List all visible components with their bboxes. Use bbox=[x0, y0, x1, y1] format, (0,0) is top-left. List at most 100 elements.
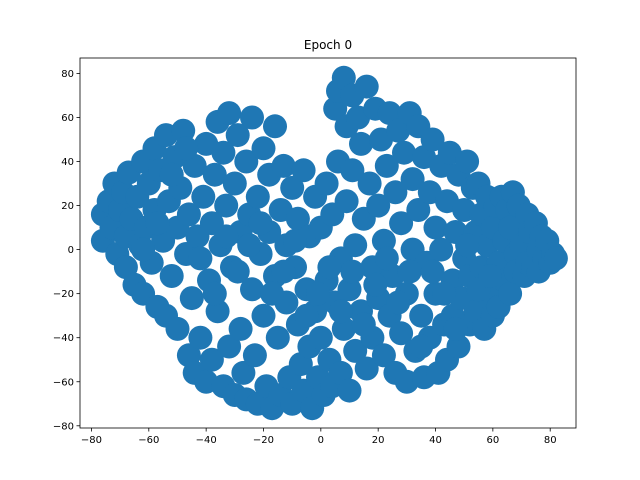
y-tick-label: 40 bbox=[61, 157, 74, 168]
scatter-point bbox=[202, 162, 227, 187]
scatter-point bbox=[171, 118, 196, 143]
scatter-point bbox=[205, 299, 230, 324]
scatter-point bbox=[349, 131, 373, 156]
scatter-point bbox=[174, 136, 199, 161]
scatter-point bbox=[420, 259, 445, 284]
scatter-point bbox=[409, 303, 434, 328]
scatter-point bbox=[228, 316, 253, 341]
scatter-point bbox=[188, 325, 213, 350]
y-tick-label: 0 bbox=[68, 245, 74, 256]
scatter-point bbox=[498, 215, 523, 240]
scatter-point bbox=[337, 277, 362, 302]
scatter-point bbox=[176, 202, 201, 227]
scatter-point bbox=[478, 264, 502, 288]
scatter-point bbox=[371, 343, 396, 368]
plot-frame bbox=[79, 57, 577, 429]
scatter-point bbox=[271, 259, 296, 284]
scatter-point bbox=[271, 153, 296, 178]
scatter-point bbox=[406, 198, 431, 222]
scatter-point bbox=[334, 189, 359, 214]
scatter-point bbox=[248, 211, 273, 236]
scatter-point bbox=[455, 149, 480, 174]
scatter-point bbox=[283, 228, 307, 253]
y-tick-label: 80 bbox=[61, 69, 74, 80]
scatter-point bbox=[340, 158, 365, 183]
scatter-point bbox=[363, 272, 388, 297]
x-tick-label: −60 bbox=[138, 435, 159, 446]
scatter-point bbox=[429, 237, 454, 262]
scatter-point bbox=[231, 360, 256, 385]
y-tick-label: −40 bbox=[53, 333, 74, 344]
scatter-point bbox=[354, 356, 379, 381]
x-tick-label: 0 bbox=[318, 435, 324, 446]
scatter-point bbox=[543, 246, 568, 271]
scatter-point bbox=[351, 312, 376, 337]
scatter-point bbox=[455, 233, 480, 258]
scatter-point bbox=[214, 224, 239, 249]
scatter-point bbox=[199, 347, 224, 372]
scatter-point bbox=[308, 325, 333, 350]
scatter-point bbox=[217, 101, 242, 126]
scatter-point bbox=[202, 281, 227, 306]
scatter-point bbox=[240, 277, 264, 302]
scatter-point bbox=[392, 140, 416, 165]
scatter-point bbox=[263, 114, 287, 139]
x-tick-label: −20 bbox=[253, 435, 274, 446]
scatter-point bbox=[294, 303, 319, 328]
x-tick-label: 60 bbox=[486, 435, 499, 446]
scatter-point bbox=[443, 316, 468, 341]
scatter-point bbox=[331, 316, 356, 341]
scatter-point bbox=[242, 343, 267, 368]
y-tick-label: −80 bbox=[53, 421, 74, 432]
scatter-point bbox=[323, 96, 348, 121]
y-tick-label: −60 bbox=[53, 377, 74, 388]
scatter-point bbox=[386, 118, 411, 143]
y-axis: −80 −60 −40 −20 0 20 40 60 80 bbox=[53, 69, 80, 432]
scatter-point bbox=[446, 334, 471, 359]
scatter-point bbox=[222, 171, 247, 196]
scatter-point bbox=[357, 171, 382, 196]
scatter-point bbox=[383, 180, 408, 205]
scatter-point bbox=[211, 140, 236, 165]
scatter-point bbox=[237, 233, 262, 258]
x-tick-label: −40 bbox=[196, 435, 217, 446]
x-tick-label: −80 bbox=[81, 435, 102, 446]
scatter-point bbox=[317, 255, 342, 280]
scatter-point bbox=[374, 153, 399, 178]
x-tick-label: 20 bbox=[372, 435, 385, 446]
scatter-point bbox=[420, 127, 445, 152]
scatter-point bbox=[432, 281, 457, 306]
scatter-point bbox=[498, 281, 523, 306]
x-axis: −80 −60 −40 −20 0 20 40 60 80 bbox=[81, 428, 557, 446]
x-tick-label: 80 bbox=[544, 435, 557, 446]
scatter-point bbox=[179, 286, 204, 311]
chart-title: Epoch 0 bbox=[304, 38, 352, 52]
scatter-point bbox=[328, 299, 353, 324]
x-tick-label: 40 bbox=[429, 435, 442, 446]
scatter-point bbox=[260, 281, 285, 306]
scatter-point bbox=[337, 378, 362, 403]
scatter-point bbox=[314, 171, 339, 196]
scatter-point bbox=[191, 184, 216, 209]
scatter-point bbox=[354, 74, 379, 99]
scatter-point bbox=[234, 149, 259, 174]
scatter-point bbox=[131, 237, 156, 262]
scatter-point bbox=[343, 338, 368, 363]
scatter-point bbox=[340, 259, 365, 284]
scatter-point bbox=[343, 233, 368, 258]
scatter-point bbox=[386, 290, 411, 315]
scatter-point bbox=[159, 162, 184, 187]
scatter-point bbox=[397, 259, 422, 284]
scatter-point bbox=[291, 158, 316, 183]
scatter-point bbox=[251, 136, 276, 161]
scatter-point bbox=[374, 246, 399, 271]
y-tick-label: 60 bbox=[61, 113, 74, 124]
scatter-point bbox=[389, 321, 414, 346]
scatter-point bbox=[240, 105, 264, 130]
scatter-point bbox=[400, 167, 425, 192]
scatter-point bbox=[225, 259, 250, 284]
y-tick-label: −20 bbox=[53, 289, 74, 300]
scatter-point bbox=[159, 264, 184, 288]
scatter-point bbox=[251, 303, 276, 328]
